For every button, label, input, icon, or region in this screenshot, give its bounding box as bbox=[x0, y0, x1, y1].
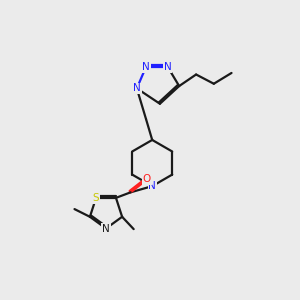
Text: N: N bbox=[164, 62, 172, 72]
Text: O: O bbox=[143, 174, 151, 184]
Text: N: N bbox=[133, 83, 141, 93]
Text: N: N bbox=[102, 224, 110, 233]
Text: N: N bbox=[142, 62, 150, 72]
Text: N: N bbox=[148, 181, 156, 191]
Text: S: S bbox=[93, 193, 99, 203]
